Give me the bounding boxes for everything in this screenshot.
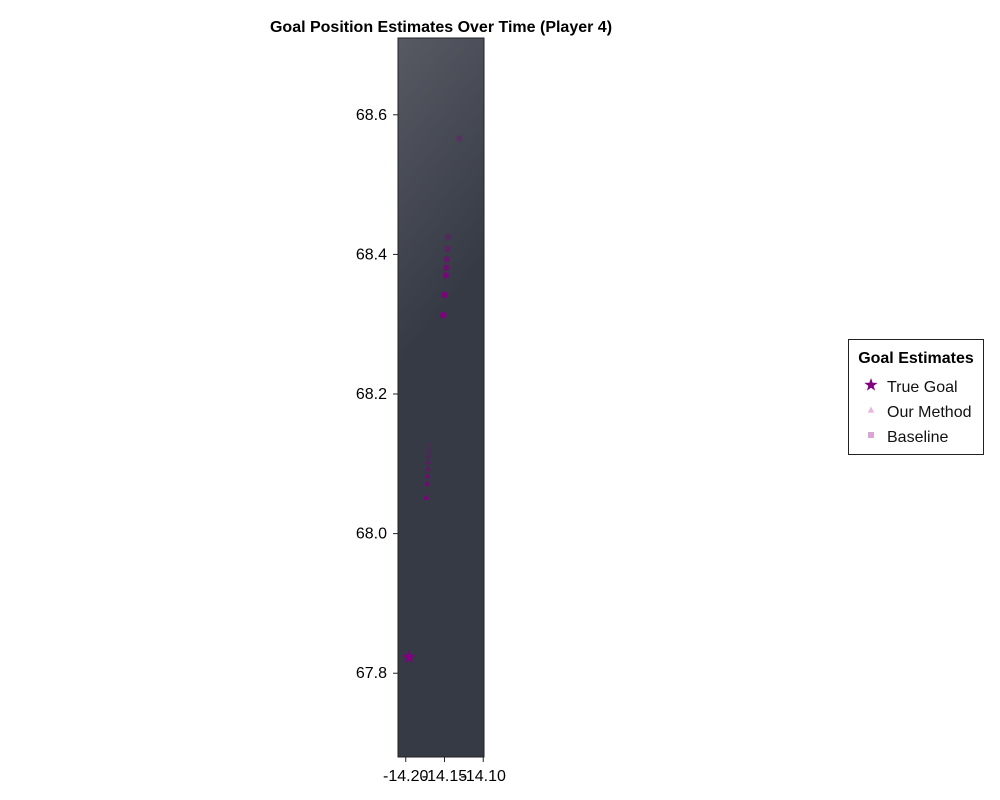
true-goal-point	[402, 650, 416, 663]
baseline-point	[445, 234, 451, 240]
chart-title: Goal Position Estimates Over Time (Playe…	[270, 19, 612, 36]
legend-title: Goal Estimates	[858, 350, 974, 367]
legend-item-our-method: Our Method	[863, 402, 971, 424]
star-icon	[863, 378, 879, 396]
data-points	[402, 135, 463, 663]
baseline-point	[456, 135, 463, 142]
legend-item-true-goal: True Goal	[863, 377, 958, 399]
legend-label: Our Method	[887, 404, 972, 421]
y-tick-label: 68.2	[356, 386, 387, 403]
legend-label: Baseline	[887, 429, 949, 446]
baseline-point	[443, 272, 449, 279]
legend-label: True Goal	[887, 379, 958, 396]
y-tick-label: 68.6	[356, 107, 387, 124]
baseline-point	[441, 292, 448, 298]
our-method-point	[425, 452, 432, 458]
y-tick-label: 68.4	[356, 246, 387, 263]
square-icon	[863, 430, 879, 446]
x-tick-label: -14.10	[461, 768, 506, 785]
y-tick-label: 67.8	[356, 665, 387, 682]
baseline-point	[443, 264, 450, 271]
our-method-point	[425, 446, 432, 453]
our-method-point	[423, 494, 430, 500]
our-method-point	[425, 458, 432, 465]
y-tick-label: 68.0	[356, 526, 387, 543]
baseline-point	[444, 246, 451, 252]
baseline-point	[444, 256, 450, 263]
baseline-point	[440, 312, 447, 318]
x-tick-label: -14.20	[383, 768, 428, 785]
legend-item-baseline: Baseline	[863, 427, 948, 449]
legend: Goal Estimates True Goal Our Method Base…	[848, 339, 984, 455]
triangle-icon	[863, 405, 879, 421]
our-method-point	[426, 441, 433, 447]
plot-area	[397, 37, 485, 758]
y-axis: 67.8 68.0 68.2 68.4 68.6	[356, 107, 398, 682]
our-method-point	[424, 472, 431, 479]
our-method-point	[424, 480, 431, 486]
our-method-point	[424, 465, 431, 472]
x-axis: -14.20-14.15-14.10	[383, 757, 506, 785]
x-tick-label: -14.15	[422, 768, 467, 785]
